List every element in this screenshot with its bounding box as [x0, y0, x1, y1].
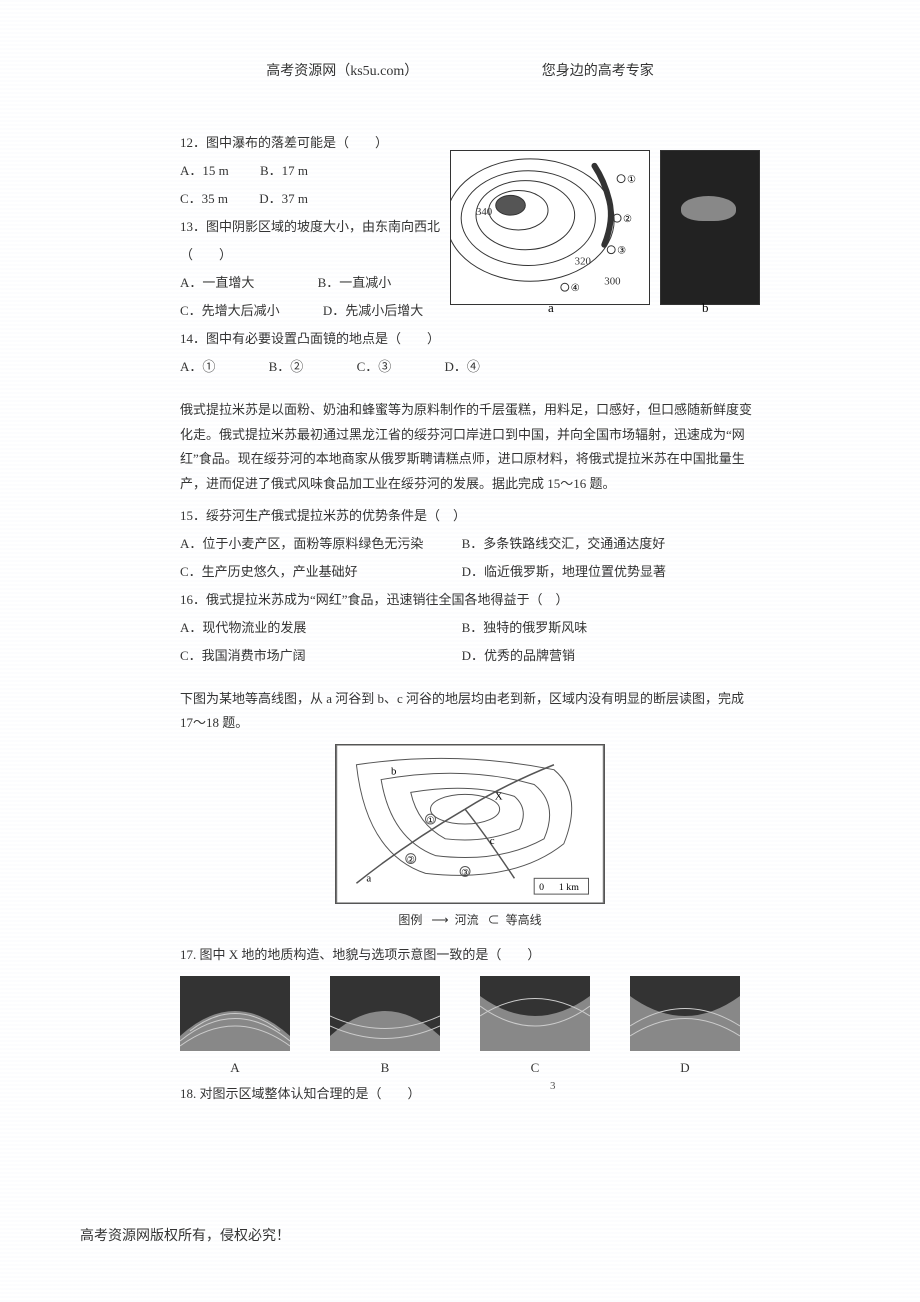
q15-opt-d: D．临近俄罗斯，地理位置优势显著 [462, 559, 740, 585]
q13-options-row1: A．一直增大 B．一直减小 [180, 270, 760, 296]
q17-image-a [180, 976, 290, 1051]
page-number: 3 [550, 1080, 556, 1092]
svg-text:c: c [490, 835, 495, 847]
q13-opt-c: C．先增大后减小 [180, 298, 280, 324]
q14-opt-b: B．② [269, 354, 304, 380]
q16-options-row2: C．我国消费市场广阔 D．优秀的品牌营销 [180, 643, 760, 669]
q15-options-row2: C．生产历史悠久，产业基础好 D．临近俄罗斯，地理位置优势显著 [180, 559, 760, 585]
q15-opt-c: C．生产历史悠久，产业基础好 [180, 559, 458, 585]
figure2-legend: 图例 ⟶ 河流 ⊂ 等高线 [180, 908, 760, 932]
river-arrow-icon: ⟶ [431, 913, 448, 927]
main-content: 12．图中瀑布的落差可能是（ ） A．15 m B．17 m C．35 m D．… [180, 130, 760, 1109]
q17-label-b: B [330, 1055, 440, 1081]
q15-opt-a: A．位于小麦产区，面粉等原料绿色无污染 [180, 531, 458, 557]
q16-options-row1: A．现代物流业的发展 B．独特的俄罗斯风味 [180, 615, 760, 641]
q13-blank: （ ） [180, 242, 760, 268]
q12-opt-d: D．37 m [259, 186, 308, 212]
svg-text:①: ① [427, 815, 435, 825]
q17-image-c [480, 976, 590, 1051]
q13-stem: 13．图中阴影区域的坡度大小，由东南向西北 [180, 214, 760, 240]
q13-opt-a: A．一直增大 [180, 270, 254, 296]
q17-label-d: D [630, 1055, 740, 1081]
passage-contour: 下图为某地等高线图，从 a 河谷到 b、c 河谷的地层均由老到新，区域内没有明显… [180, 687, 760, 736]
q12-stem: 12．图中瀑布的落差可能是（ ） [180, 130, 760, 156]
q15-opt-b: B．多条铁路线交汇，交通通达度好 [462, 531, 740, 557]
q13-opt-d: D．先减小后增大 [323, 298, 423, 324]
q16-opt-a: A．现代物流业的发展 [180, 615, 458, 641]
q17-image-d [630, 976, 740, 1051]
q14-stem: 14．图中有必要设置凸面镜的地点是（ ） [180, 326, 760, 352]
q13-options-row2: C．先增大后减小 D．先减小后增大 [180, 298, 760, 324]
q12-options-row2: C．35 m D．37 m [180, 186, 760, 212]
q18-stem: 18. 对图示区域整体认知合理的是（ ） [180, 1081, 760, 1107]
q13-opt-b: B．一直减小 [318, 270, 392, 296]
legend-label: 图例 [398, 913, 422, 927]
q12-options-row1: A．15 m B．17 m [180, 158, 760, 184]
header-tagline: 您身边的高考专家 [542, 60, 654, 80]
legend-contour: 等高线 [506, 913, 542, 927]
svg-text:X: X [495, 790, 503, 802]
q17-option-images [180, 976, 740, 1051]
q14-options: A．① B．② C．③ D．④ [180, 354, 760, 380]
q16-opt-b: B．独特的俄罗斯风味 [462, 615, 740, 641]
legend-river: 河流 [455, 913, 479, 927]
footer-copyright: 高考资源网版权所有，侵权必究！ [80, 1225, 290, 1245]
passage-tiramisu: 俄式提拉米苏是以面粉、奶油和蜂蜜等为原料制作的千层蛋糕，用料足，口感好，但口感随… [180, 398, 760, 497]
svg-text:②: ② [407, 855, 415, 865]
svg-text:1 km: 1 km [559, 882, 579, 893]
q12-opt-a: A．15 m [180, 158, 229, 184]
q17-label-c: C [480, 1055, 590, 1081]
q12-opt-b: B．17 m [260, 158, 308, 184]
q15-stem: 15．绥芬河生产俄式提拉米苏的优势条件是（ ） [180, 503, 760, 529]
q16-opt-c: C．我国消费市场广阔 [180, 643, 458, 669]
svg-text:0: 0 [539, 882, 544, 893]
svg-text:b: b [391, 766, 397, 778]
q16-opt-d: D．优秀的品牌营销 [462, 643, 740, 669]
q14-opt-a: A．① [180, 354, 215, 380]
q15-options-row1: A．位于小麦产区，面粉等原料绿色无污染 B．多条铁路线交汇，交通通达度好 [180, 531, 760, 557]
svg-text:③: ③ [461, 867, 469, 877]
q17-stem: 17. 图中 X 地的地质构造、地貌与选项示意图一致的是（ ） [180, 942, 760, 968]
figure-contour-map-2: a b c X ① ② ③ 0 1 km [335, 744, 605, 904]
page-header: 高考资源网（ks5u.com） 您身边的高考专家 [0, 60, 920, 80]
header-site: 高考资源网（ks5u.com） [266, 60, 418, 80]
svg-text:a: a [366, 872, 371, 884]
q12-opt-c: C．35 m [180, 186, 228, 212]
q14-opt-d: D．④ [444, 354, 479, 380]
q17-image-b [330, 976, 440, 1051]
q17-label-a: A [180, 1055, 290, 1081]
contour-line-icon: ⊂ [488, 913, 500, 927]
q16-stem: 16．俄式提拉米苏成为“网红”食品，迅速销往全国各地得益于（ ） [180, 587, 760, 613]
q17-option-labels: A B C D [180, 1055, 740, 1081]
q14-opt-c: C．③ [357, 354, 392, 380]
